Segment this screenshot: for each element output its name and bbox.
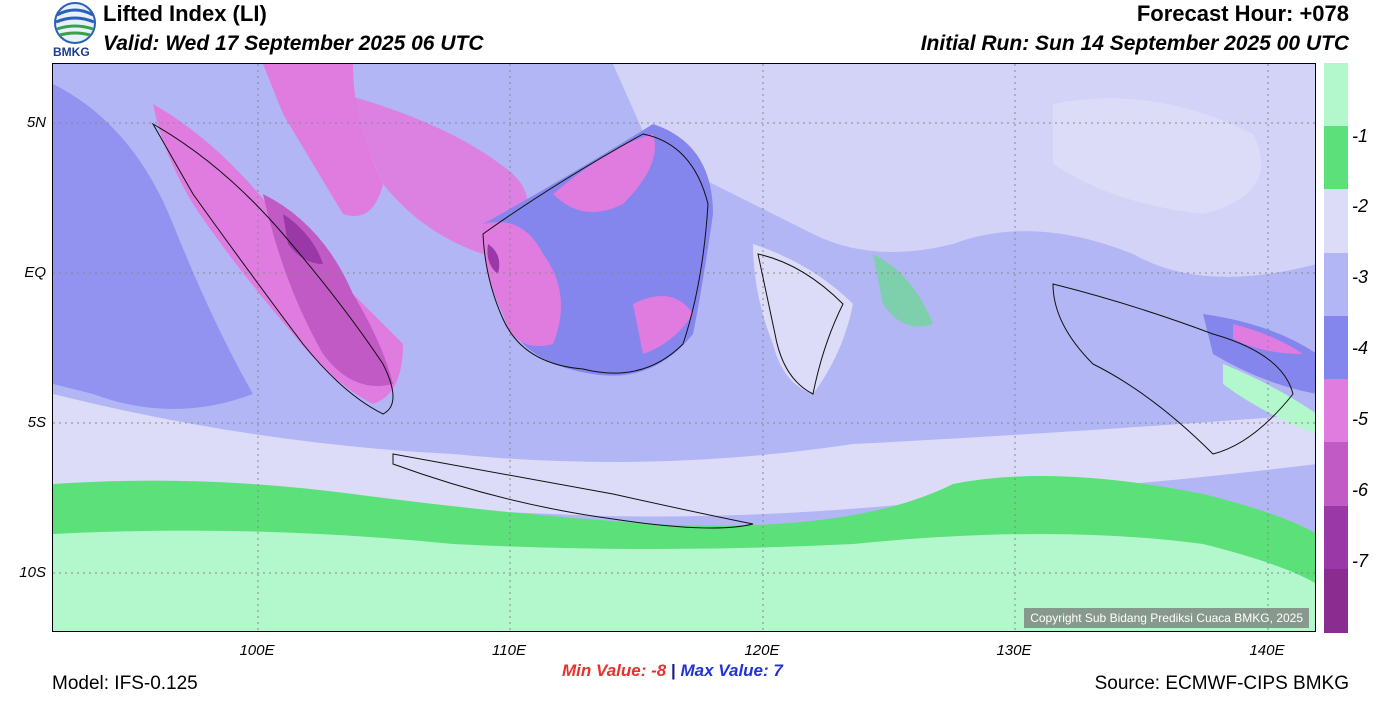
colorbar-label: -7: [1352, 551, 1369, 571]
colorbar-label: -2: [1352, 196, 1369, 216]
min-value: -8: [651, 661, 667, 680]
lon-tick-label: 130E: [996, 642, 1032, 659]
max-value: 7: [773, 661, 783, 680]
source-label: Source: ECMWF-CIPS BMKG: [1094, 673, 1349, 694]
bmkg-logo: BMKG: [51, 1, 99, 59]
lat-tick-label: 5S: [27, 414, 46, 431]
copyright-notice: Copyright Sub Bidang Prediksi Cuaca BMKG…: [1024, 608, 1309, 628]
valid-time: Valid: Wed 17 September 2025 06 UTC: [103, 32, 484, 55]
map-canvas: [53, 64, 1315, 631]
chart-title: Lifted Index (LI): [103, 1, 267, 26]
lat-tick-label: 5N: [26, 114, 46, 131]
colorbar-segment: [1324, 442, 1348, 507]
colorbar-label: -5: [1352, 409, 1369, 429]
colorbar-segment: [1324, 505, 1348, 570]
forecast-hour: Forecast Hour: +078: [1136, 1, 1349, 26]
colorbar-label: -4: [1352, 338, 1369, 358]
colorbar-segment: [1324, 568, 1348, 633]
min-max-line: Min Value: -8 | Max Value: 7: [562, 661, 783, 681]
colorbar-segment: [1324, 252, 1348, 317]
lon-tick-label: 110E: [492, 642, 526, 659]
initial-run: Initial Run: Sun 14 September 2025 00 UT…: [920, 32, 1349, 55]
lat-tick-label: 10S: [19, 564, 46, 581]
lon-tick-label: 140E: [1249, 642, 1285, 659]
colorbar-segment: [1324, 126, 1348, 191]
lon-tick-label: 100E: [239, 642, 275, 659]
logo-text: BMKG: [53, 45, 90, 59]
colorbar-segment: [1324, 63, 1348, 127]
lon-tick-label: 120E: [744, 642, 780, 659]
stats-separator: |: [670, 661, 676, 680]
model-label: Model: IFS-0.125: [52, 673, 198, 694]
colorbar-label: -3: [1352, 267, 1369, 287]
min-label: Min Value:: [562, 661, 647, 680]
colorbar-segment: [1324, 315, 1348, 380]
colorbar-segment: [1324, 379, 1348, 444]
lifted-index-map: Copyright Sub Bidang Prediksi Cuaca BMKG…: [52, 63, 1316, 632]
colorbar-label: -6: [1352, 480, 1369, 500]
bmkg-emblem-icon: [54, 2, 96, 44]
max-label: Max Value:: [680, 661, 769, 680]
lat-tick-label: EQ: [24, 264, 46, 281]
colorbar-label: -1: [1352, 126, 1369, 146]
colorbar-segment: [1324, 189, 1348, 254]
